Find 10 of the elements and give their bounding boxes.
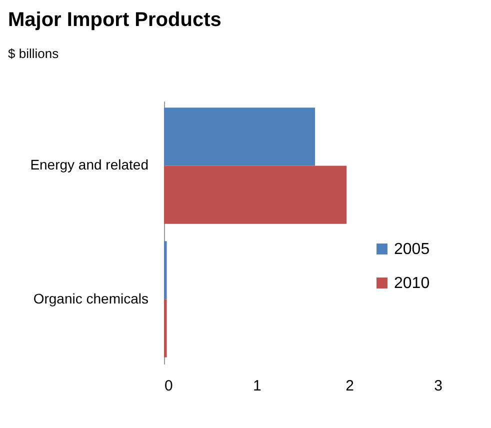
y-tick-label: Energy and related — [30, 156, 148, 173]
text: $ billions — [8, 46, 60, 61]
legend-label: 2005 — [394, 241, 430, 258]
y-tick-label: Organic chemicals — [33, 290, 148, 306]
x-tick-label: 2 — [346, 378, 354, 394]
chart-title: Major Import Products — [8, 9, 222, 31]
legend-label: 2010 — [394, 275, 430, 292]
x-tick-label: 0 — [164, 378, 173, 394]
x-tick-label: 3 — [434, 378, 442, 394]
x-tick-label: 1 — [252, 378, 262, 394]
